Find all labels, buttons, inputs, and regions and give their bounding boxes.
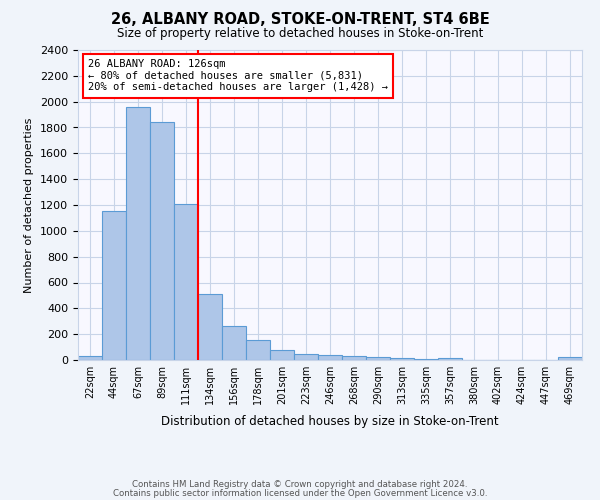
Bar — [294, 354, 318, 360]
Text: 26, ALBANY ROAD, STOKE-ON-TRENT, ST4 6BE: 26, ALBANY ROAD, STOKE-ON-TRENT, ST4 6BE — [110, 12, 490, 28]
Bar — [438, 358, 462, 360]
Bar — [150, 122, 174, 360]
Bar — [318, 355, 342, 360]
Bar — [366, 358, 390, 360]
Bar — [198, 294, 222, 360]
Text: 26 ALBANY ROAD: 126sqm
← 80% of detached houses are smaller (5,831)
20% of semi-: 26 ALBANY ROAD: 126sqm ← 80% of detached… — [88, 60, 388, 92]
Text: Contains public sector information licensed under the Open Government Licence v3: Contains public sector information licen… — [113, 488, 487, 498]
Bar — [342, 356, 366, 360]
Bar — [390, 358, 414, 360]
Bar — [558, 358, 582, 360]
Text: Size of property relative to detached houses in Stoke-on-Trent: Size of property relative to detached ho… — [117, 28, 483, 40]
Bar — [126, 107, 150, 360]
Bar — [246, 340, 270, 360]
Bar — [222, 326, 246, 360]
Bar — [414, 358, 438, 360]
Y-axis label: Number of detached properties: Number of detached properties — [25, 118, 34, 292]
Bar — [270, 350, 294, 360]
Bar — [102, 212, 126, 360]
X-axis label: Distribution of detached houses by size in Stoke-on-Trent: Distribution of detached houses by size … — [161, 416, 499, 428]
Bar — [174, 204, 198, 360]
Text: Contains HM Land Registry data © Crown copyright and database right 2024.: Contains HM Land Registry data © Crown c… — [132, 480, 468, 489]
Bar — [78, 356, 102, 360]
